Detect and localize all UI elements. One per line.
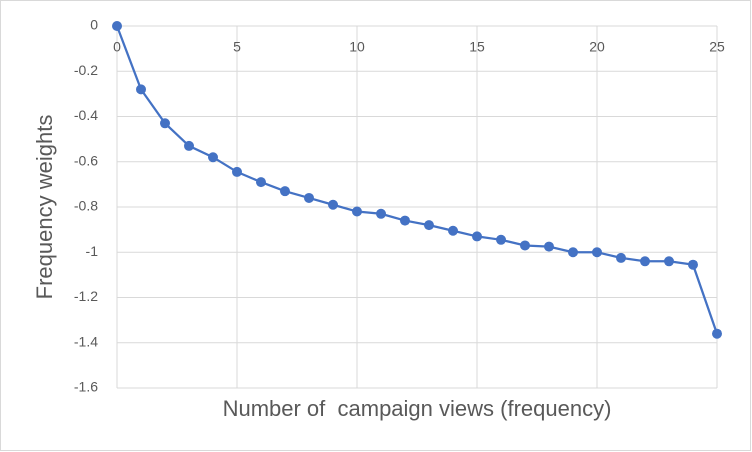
- data-point: [400, 215, 410, 226]
- data-point: [160, 118, 170, 129]
- data-point: [640, 256, 650, 267]
- data-point: [592, 247, 602, 258]
- data-point: [448, 225, 458, 236]
- data-point: [136, 84, 146, 95]
- data-point: [208, 152, 218, 163]
- x-tick-label: 0: [113, 39, 121, 55]
- y-tick-label: -0.2: [74, 62, 98, 78]
- data-point: [520, 240, 530, 251]
- x-axis-title: Number of campaign views (frequency): [223, 396, 612, 421]
- data-point: [256, 177, 266, 188]
- data-point: [712, 328, 722, 339]
- data-point: [304, 192, 314, 203]
- data-point: [472, 231, 482, 242]
- data-point: [568, 247, 578, 258]
- data-point: [424, 220, 434, 231]
- data-point: [232, 166, 242, 177]
- y-tick-label: -1.4: [74, 333, 98, 349]
- data-point: [616, 252, 626, 263]
- y-tick-label: -0.6: [74, 152, 98, 168]
- x-tick-label: 15: [469, 39, 485, 55]
- y-tick-label: -1.6: [74, 379, 98, 395]
- data-point: [376, 208, 386, 219]
- y-tick-label: 0: [90, 17, 98, 33]
- data-point: [112, 21, 122, 31]
- data-point: [352, 206, 362, 217]
- y-tick-label: -1.2: [74, 288, 98, 304]
- data-point: [544, 241, 554, 252]
- x-tick-label: 5: [233, 39, 241, 55]
- y-tick-label: -0.4: [74, 107, 98, 123]
- y-axis-title: Frequency weights: [32, 115, 57, 300]
- data-point: [280, 186, 290, 197]
- data-point: [496, 234, 506, 245]
- y-tick-label: -0.8: [74, 198, 98, 214]
- data-point: [664, 256, 674, 267]
- data-point: [184, 140, 194, 151]
- y-tick-label: -1: [86, 243, 99, 259]
- data-point: [328, 199, 338, 210]
- x-tick-label: 25: [709, 39, 725, 55]
- data-point: [688, 259, 698, 270]
- x-tick-label: 10: [349, 39, 365, 55]
- x-tick-label: 20: [589, 39, 605, 55]
